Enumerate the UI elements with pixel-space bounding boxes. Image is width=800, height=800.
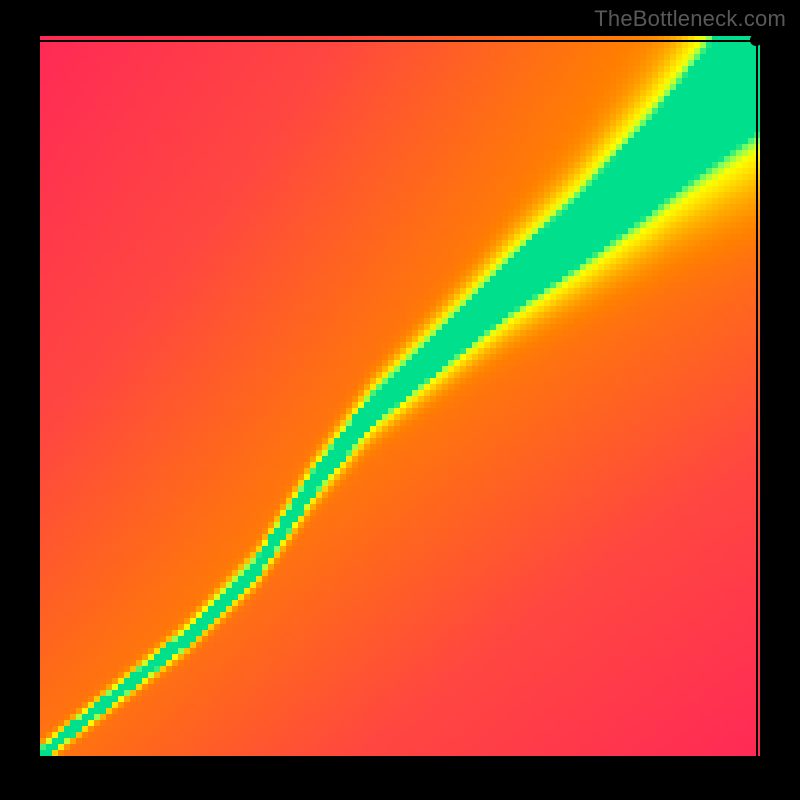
- data-marker: [750, 34, 762, 46]
- axis-top: [40, 40, 760, 42]
- watermark-text: TheBottleneck.com: [594, 6, 786, 32]
- heatmap-canvas: [40, 36, 760, 756]
- axis-right: [756, 36, 758, 756]
- chart-container: TheBottleneck.com: [0, 0, 800, 800]
- plot-area: [40, 36, 760, 756]
